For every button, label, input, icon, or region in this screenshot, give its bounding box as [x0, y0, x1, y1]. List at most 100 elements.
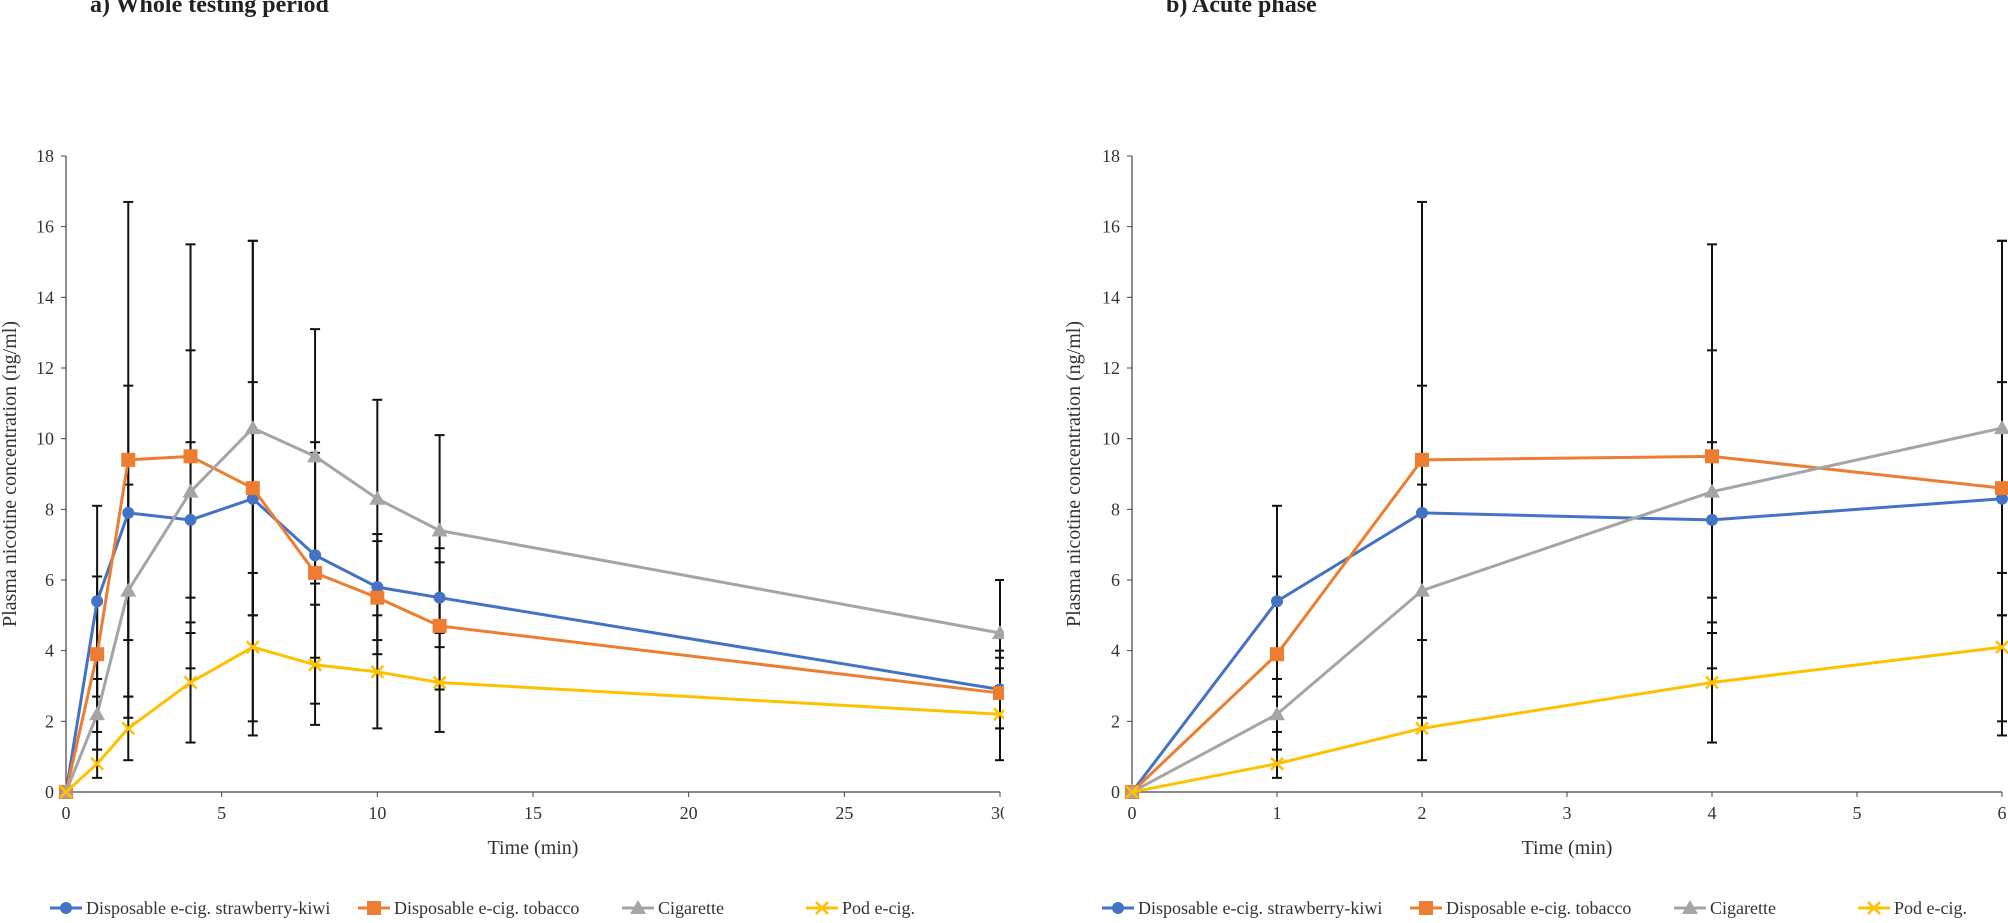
y-tick-label: 14: [1102, 287, 1120, 307]
data-point-disposable-e-cig-tobacco: [1705, 449, 1719, 464]
legend-marker-disposable-e-cig-strawberry-kiwi: [60, 902, 72, 914]
y-tick-label: 10: [36, 429, 54, 449]
chart-panel-whole-period: a) Whole testing period 0 2 4 6 8 10 12 14 16 18 0…: [0, 0, 1009, 918]
data-point-disposable-e-cig-tobacco: [432, 618, 447, 633]
data-point-cigarette: [307, 448, 324, 463]
x-tick-label: 6: [1998, 803, 2007, 823]
data-point-pod-e-cig: [370, 664, 385, 679]
y-axis-label: Plasma nicotine concentration (ng/ml): [1063, 321, 1085, 627]
data-point-cigarette: [1269, 706, 1285, 721]
y-tick-label: 18: [36, 146, 54, 166]
y-tick-label: 8: [45, 499, 54, 519]
y-tick-label: 6: [45, 570, 54, 590]
data-point-disposable-e-cig-tobacco: [1270, 647, 1284, 662]
x-tick-label: 10: [368, 803, 386, 823]
data-point-disposable-e-cig-strawberry-kiwi: [122, 506, 135, 519]
x-axis-label: Time (min): [488, 837, 579, 859]
x-tick-label: 3: [1563, 803, 1572, 823]
data-point-disposable-e-cig-strawberry-kiwi: [1996, 492, 2008, 505]
legend-marker-cigarette: [1682, 900, 1698, 914]
data-point-cigarette: [431, 522, 448, 537]
x-tick-label: 2: [1418, 803, 1427, 823]
data-point-disposable-e-cig-strawberry-kiwi: [91, 595, 104, 608]
y-tick-label: 18: [1102, 146, 1120, 166]
chart-title: b) Acute phase: [1166, 0, 1317, 18]
data-point-disposable-e-cig-strawberry-kiwi: [1271, 595, 1283, 608]
x-tick-label: 4: [1708, 803, 1717, 823]
x-tick-label: 25: [835, 803, 853, 823]
series-line-pod-e-cig: [64, 645, 1001, 794]
legend-marker-disposable-e-cig-strawberry-kiwi: [1112, 902, 1124, 914]
data-point-disposable-e-cig-tobacco: [993, 686, 1007, 701]
data-point-cigarette: [369, 490, 386, 505]
y-tick-label: 0: [45, 782, 54, 802]
x-tick-label: 20: [680, 803, 698, 823]
x-tick-label: 0: [1128, 803, 1137, 823]
legend-label-pod-e-cig: Pod e-cig.: [842, 898, 915, 918]
series-line-cigarette: [1131, 426, 2003, 794]
data-point-disposable-e-cig-tobacco: [183, 449, 198, 464]
x-tick-label: 5: [1853, 803, 1862, 823]
data-point-disposable-e-cig-strawberry-kiwi: [1706, 513, 1718, 526]
data-point-disposable-e-cig-tobacco: [121, 452, 136, 467]
legend-label-pod-e-cig: Pod e-cig.: [1894, 898, 1967, 918]
y-tick-label: 2: [45, 711, 54, 731]
legend-marker-disposable-e-cig-tobacco: [367, 901, 381, 915]
data-point-disposable-e-cig-tobacco: [245, 481, 260, 496]
data-point-pod-e-cig: [121, 721, 136, 736]
data-point-disposable-e-cig-strawberry-kiwi: [1416, 506, 1428, 519]
y-axis-label: Plasma nicotine concentration (ng/ml): [0, 321, 21, 627]
data-point-disposable-e-cig-strawberry-kiwi: [433, 591, 446, 604]
data-point-pod-e-cig: [90, 756, 105, 771]
y-tick-label: 16: [36, 217, 54, 237]
data-point-disposable-e-cig-strawberry-kiwi: [371, 581, 384, 594]
data-point-cigarette: [1414, 582, 1430, 597]
data-point-pod-e-cig: [1125, 785, 1139, 799]
data-point-pod-e-cig: [432, 675, 447, 690]
x-tick-label: 15: [524, 803, 542, 823]
data-point-cigarette: [120, 582, 137, 597]
y-tick-label: 6: [1111, 570, 1120, 590]
y-tick-label: 8: [1111, 499, 1120, 519]
y-tick-label: 12: [1102, 358, 1120, 378]
legend-label-disposable-e-cig-tobacco: Disposable e-cig. tobacco: [1446, 898, 1631, 918]
x-tick-label: 30: [991, 803, 1004, 823]
data-point-pod-e-cig: [245, 640, 260, 655]
data-point-disposable-e-cig-tobacco: [370, 590, 385, 605]
data-point-pod-e-cig: [183, 675, 198, 690]
series-line-disposable-e-cig-strawberry-kiwi: [64, 497, 1001, 793]
legend-marker-cigarette: [630, 900, 646, 914]
series-line-disposable-e-cig-strawberry-kiwi: [1130, 497, 2003, 793]
chart-whole-period: 0 2 4 6 8 10 12 14 16 18 0 5 10 15 20 25 30 Time (min) Pla…: [0, 146, 1009, 918]
series-line-cigarette: [64, 426, 1001, 793]
y-tick-label: 4: [45, 641, 54, 661]
y-tick-label: 14: [36, 287, 54, 307]
data-point-pod-e-cig: [1415, 721, 1429, 736]
data-point-cigarette: [1994, 420, 2008, 435]
data-point-disposable-e-cig-tobacco: [1415, 452, 1429, 467]
data-point-pod-e-cig: [1705, 675, 1719, 690]
y-tick-label: 12: [36, 358, 54, 378]
x-tick-label: 1: [1273, 803, 1282, 823]
y-tick-label: 2: [1111, 711, 1120, 731]
data-point-cigarette: [244, 420, 261, 435]
data-point-pod-e-cig: [1270, 756, 1284, 771]
y-tick-label: 10: [1102, 429, 1120, 449]
y-tick-label: 4: [1111, 641, 1120, 661]
x-tick-label: 5: [217, 803, 226, 823]
legend-label-cigarette: Cigarette: [658, 898, 724, 918]
chart-title: a) Whole testing period: [90, 0, 329, 18]
legend-label-disposable-e-cig-strawberry-kiwi: Disposable e-cig. strawberry-kiwi: [86, 898, 330, 918]
x-tick-label: 0: [62, 803, 71, 823]
data-point-cigarette: [89, 706, 106, 721]
legend-marker-pod-e-cig: [1867, 901, 1881, 915]
data-point-cigarette: [182, 483, 199, 498]
chart-panel-acute-phase: b) Acute phase 0 2 4 6 8 10 12 14 16 18 0 1 2 3 4 5 6 Tim…: [1004, 0, 2008, 918]
series-line-disposable-e-cig-tobacco: [1130, 454, 2003, 794]
legend-label-disposable-e-cig-strawberry-kiwi: Disposable e-cig. strawberry-kiwi: [1138, 898, 1382, 918]
data-point-disposable-e-cig-tobacco: [90, 647, 105, 662]
legend-marker-pod-e-cig: [815, 901, 829, 915]
data-point-cigarette: [1704, 483, 1720, 498]
legend-marker-disposable-e-cig-tobacco: [1419, 901, 1433, 915]
